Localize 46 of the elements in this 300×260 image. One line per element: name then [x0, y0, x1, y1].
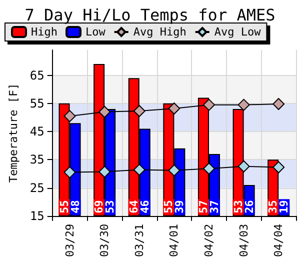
- y-tick-label: 45: [30, 124, 44, 139]
- point: [168, 102, 180, 114]
- y-tick-label: 35: [30, 152, 44, 167]
- legend-label: Avg High: [133, 26, 186, 38]
- data-label: 48: [68, 200, 82, 214]
- point: [98, 106, 111, 118]
- point: [272, 161, 285, 174]
- y-tick-label: 25: [30, 180, 44, 195]
- x-tick-label: 04/03: [237, 224, 250, 258]
- data-label: 53: [232, 200, 245, 214]
- data-label: 55: [58, 200, 71, 214]
- point: [202, 162, 215, 175]
- legend-label: Avg Low: [214, 26, 262, 38]
- data-label: 46: [138, 200, 152, 214]
- chart-title: 7 Day Hi/Lo Temps for AMES: [24, 6, 276, 24]
- point: [133, 164, 146, 176]
- y-axis-title: Temperature [F]: [7, 83, 20, 183]
- data-label: 69: [92, 200, 106, 214]
- point: [133, 105, 146, 118]
- data-label: 53: [104, 200, 117, 214]
- legend-label: High: [31, 26, 58, 38]
- x-tick-label: 04/04: [272, 224, 286, 258]
- data-label: 55: [162, 200, 176, 214]
- y-tick-label: 55: [30, 96, 44, 110]
- data-label: 39: [173, 200, 186, 214]
- x-tick-label: 04/02: [202, 224, 216, 258]
- point: [98, 166, 111, 178]
- y-tick-label: 65: [30, 68, 44, 82]
- data-label: 35: [266, 200, 280, 214]
- data-label: 37: [208, 200, 221, 214]
- point: [202, 98, 215, 111]
- data-label: 64: [127, 200, 140, 214]
- point: [238, 160, 250, 172]
- data-label: 26: [242, 200, 256, 214]
- point: [272, 98, 285, 110]
- point: [238, 98, 250, 111]
- x-tick-label: 03/29: [63, 224, 76, 258]
- point: [64, 110, 76, 122]
- y-tick-label: 15: [30, 208, 44, 223]
- point: [168, 164, 180, 176]
- x-tick-label: 03/31: [132, 224, 146, 258]
- x-tick-label: 04/01: [168, 224, 181, 258]
- legend-label: Low: [85, 26, 106, 38]
- point: [64, 166, 76, 178]
- x-tick-label: 03/30: [98, 224, 112, 258]
- data-label: 57: [196, 200, 210, 214]
